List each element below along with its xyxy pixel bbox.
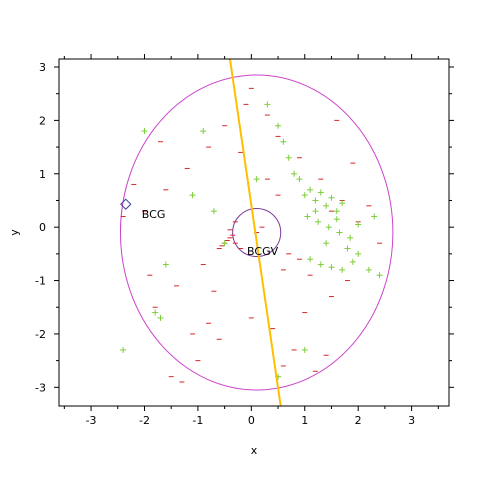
plus-point xyxy=(280,138,287,145)
plus-point xyxy=(333,216,340,223)
x-tick-label: -2 xyxy=(139,414,150,427)
plus-point xyxy=(312,197,319,204)
plus-point xyxy=(120,346,127,353)
ellipse-outline xyxy=(119,74,394,391)
plus-point xyxy=(376,272,383,279)
x-tick-label: 1 xyxy=(301,414,308,427)
y-tick-label: -2 xyxy=(35,328,46,341)
plus-point xyxy=(312,208,319,215)
plus-point xyxy=(323,240,330,247)
y-tick-label: -1 xyxy=(35,275,46,288)
y-tick-label: 2 xyxy=(39,114,46,127)
orientation-line xyxy=(228,58,282,407)
plus-point xyxy=(152,309,159,316)
plus-point xyxy=(339,200,346,207)
plus-point xyxy=(200,128,207,135)
plus-point xyxy=(339,266,346,273)
chart-marks: BCG BCGV xyxy=(119,58,394,407)
plus-point xyxy=(189,192,196,199)
plus-point xyxy=(307,256,314,263)
plus-point xyxy=(275,122,282,129)
y-tick-label: 0 xyxy=(39,221,46,234)
diamond-marker xyxy=(120,198,132,210)
plus-point xyxy=(365,266,372,273)
annotation-label: BCGV xyxy=(247,245,279,258)
plus-point xyxy=(347,234,354,241)
plus-point xyxy=(301,192,308,199)
plus-point xyxy=(355,221,362,228)
annotation-label: BCG xyxy=(142,208,166,221)
x-tick-label: 3 xyxy=(408,414,415,427)
plus-point xyxy=(355,250,362,257)
inner-circle xyxy=(232,207,282,258)
axis-ticks: -3 -2 -1 0 1 2 3 -3 -2 -1 0 1 2 3 xyxy=(35,54,454,427)
plus-point xyxy=(349,258,356,265)
plus-point xyxy=(344,245,351,252)
plus-point xyxy=(162,261,169,268)
plus-point xyxy=(264,101,271,108)
plus-point xyxy=(296,176,303,183)
plus-point xyxy=(336,229,343,236)
plus-point xyxy=(328,264,335,271)
plus-point xyxy=(253,176,260,183)
y-tick-label: 3 xyxy=(39,61,46,74)
plus-point xyxy=(301,346,308,353)
plus-point xyxy=(285,154,292,161)
y-tick-label: 1 xyxy=(39,168,46,181)
y-tick-label: -3 xyxy=(35,381,46,394)
x-tick-label: -3 xyxy=(86,414,97,427)
plus-point xyxy=(304,213,311,220)
plus-point xyxy=(325,224,332,231)
plus-point xyxy=(307,186,314,193)
plot-frame xyxy=(58,58,450,407)
plus-point xyxy=(221,240,228,247)
plus-point xyxy=(317,261,324,268)
plus-point xyxy=(328,194,335,201)
x-tick-label: 2 xyxy=(355,414,362,427)
plus-point xyxy=(157,314,164,321)
plus-point xyxy=(317,189,324,196)
y-axis-label: y xyxy=(8,229,21,236)
plus-point xyxy=(141,128,148,135)
plus-point xyxy=(323,202,330,209)
x-tick-label: -1 xyxy=(192,414,203,427)
x-axis-label: x xyxy=(251,444,258,457)
plus-point xyxy=(210,208,217,215)
plus-point xyxy=(291,170,298,177)
plus-point xyxy=(333,208,340,215)
plus-point xyxy=(315,218,322,225)
x-tick-label: 0 xyxy=(248,414,255,427)
plus-point xyxy=(371,213,378,220)
